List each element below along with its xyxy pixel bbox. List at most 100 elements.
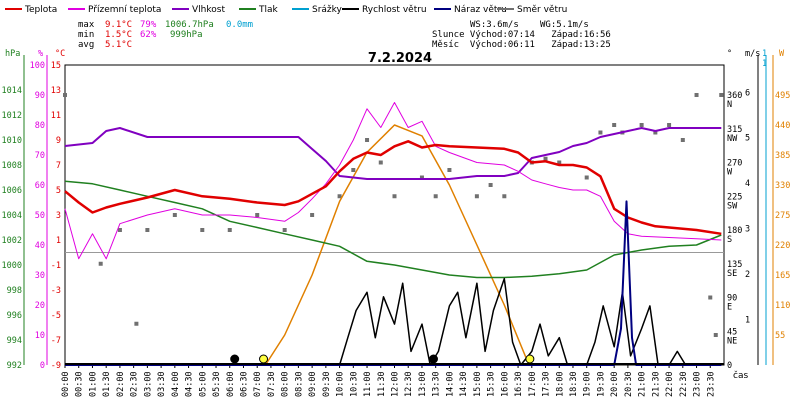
x-tick-label: 07:30 [267, 371, 277, 397]
stat-avg-label: avg [78, 40, 94, 50]
wind-direction-point [145, 228, 150, 232]
x-tick-label: 12:30 [404, 371, 414, 397]
direction-tick: 45 [727, 327, 737, 337]
y-axes: 1014101210101008100610041002100099899699… [2, 49, 791, 371]
humidity-tick: 70 [35, 151, 45, 161]
direction-tick: 90 [727, 294, 737, 304]
wind-direction-point [351, 168, 356, 172]
direction-tick-name: N [727, 100, 732, 110]
stat-avg-temp: 5.1°C [105, 40, 132, 50]
x-tick-label: 13:30 [432, 371, 442, 397]
wind-direction-point [474, 194, 479, 199]
x-tick-label: 13:00 [418, 371, 428, 397]
solar-line [264, 124, 530, 366]
temperature-tick: 5 [56, 186, 61, 196]
wind-direction-point [365, 138, 370, 142]
x-axis: 00:00 00:30 01:00 01:30 02:00 02:30 03:00 03:30… [61, 371, 716, 397]
pressure-tick: 998 [7, 286, 22, 296]
direction-tick-name: E [727, 303, 732, 313]
wind-direction-point [447, 168, 452, 172]
wind-direction-point [713, 333, 718, 337]
x-tick-label: 00:00 [61, 371, 71, 397]
wind-direction-point [98, 261, 103, 266]
temperature-tick: 1 [56, 236, 61, 246]
temperature-tick: -7 [51, 336, 61, 346]
x-tick-label: 21:30 [651, 371, 661, 397]
wind-direction-point [227, 228, 232, 232]
x-tick-label: 19:30 [596, 371, 606, 397]
x-tick-label: 09:30 [322, 371, 332, 397]
wind-axis-label: m/s [745, 49, 760, 59]
temperature-line [64, 140, 722, 236]
x-tick-label: 12:00 [391, 371, 401, 397]
stat-max-hum: 79% [140, 20, 157, 30]
moonset-marker [428, 354, 438, 364]
direction-tick: 135 [727, 260, 742, 270]
stat-min-temp: 1.5°C [105, 30, 132, 40]
wind-gust-line [65, 200, 722, 366]
direction-tick: 225 [727, 192, 742, 202]
sunset-marker [525, 354, 535, 364]
wind-direction-point [134, 321, 139, 326]
pressure-tick: 1004 [2, 211, 22, 221]
pressure-tick: 1014 [2, 86, 22, 96]
x-tick-label: 03:00 [143, 371, 153, 397]
wind-tick: 4 [745, 179, 750, 189]
x-tick-label: 09:00 [308, 371, 318, 397]
pressure-tick: 1006 [2, 186, 22, 196]
wind-direction-point [200, 228, 205, 232]
solar-tick: 330 [775, 181, 790, 191]
wind-direction-point [433, 194, 438, 199]
wind-direction-point [708, 295, 713, 300]
direction-tick-name: SE [727, 269, 737, 279]
pressure-tick: 1000 [2, 261, 22, 271]
x-tick-label: 10:30 [349, 371, 359, 397]
wind-direction-point [419, 175, 424, 180]
legend: Teplota Přízemní teplota Vlhkost Tlak Srážky… [5, 5, 567, 15]
humidity-line [64, 127, 722, 180]
stat-min-press: 999hPa [170, 30, 203, 40]
solar-tick: 495 [775, 91, 790, 101]
direction-tick-name: NE [727, 336, 737, 346]
x-tick-label: 02:00 [116, 371, 126, 397]
wind-direction-point [667, 123, 672, 127]
left-axis-label-2: °C [55, 49, 65, 59]
x-tick-label: 07:00 [253, 371, 263, 397]
wind-tick: 2 [745, 270, 750, 280]
solar-axis-label: W [779, 49, 785, 59]
wind-direction-point [680, 138, 685, 142]
wind-direction-point [502, 194, 507, 199]
temperature-tick: -3 [51, 286, 61, 296]
wind-direction-point [598, 130, 603, 135]
direction-tick-name: NW [727, 134, 738, 144]
solar-tick: 110 [775, 301, 790, 311]
wind-direction-point [282, 228, 287, 232]
x-tick-label: 20:30 [624, 371, 634, 397]
sunrise-marker [259, 354, 269, 364]
wind-direction-point [255, 213, 260, 217]
stat-min-hum: 62% [140, 30, 157, 40]
pressure-tick: 1010 [2, 136, 22, 146]
x-tick-label: 18:00 [555, 371, 565, 397]
temperature-tick: -9 [51, 361, 61, 371]
x-tick-label: 15:30 [487, 371, 497, 397]
x-tick-label: 10:00 [336, 371, 346, 397]
solar-tick: 165 [775, 271, 790, 281]
temperature-tick: 13 [51, 86, 61, 96]
humidity-tick: 20 [35, 301, 45, 311]
humidity-tick: 50 [35, 211, 45, 221]
humidity-tick: 100 [30, 61, 45, 71]
x-axis-label: čas [733, 370, 748, 381]
temperature-tick: 15 [51, 61, 61, 71]
x-tick-label: 08:00 [281, 371, 291, 397]
wind-direction-point [557, 160, 562, 165]
temperature-tick: 11 [51, 111, 61, 121]
wind-direction-point [694, 93, 699, 97]
pressure-tick: 1008 [2, 161, 22, 171]
info-wg: WG:5.1m/s [540, 20, 589, 30]
wind-direction-point [117, 228, 122, 232]
wind-direction-point [639, 123, 644, 127]
solar-tick: 55 [775, 331, 785, 341]
x-tick-label: 14:30 [459, 371, 469, 397]
ground-temperature-line [64, 102, 722, 260]
